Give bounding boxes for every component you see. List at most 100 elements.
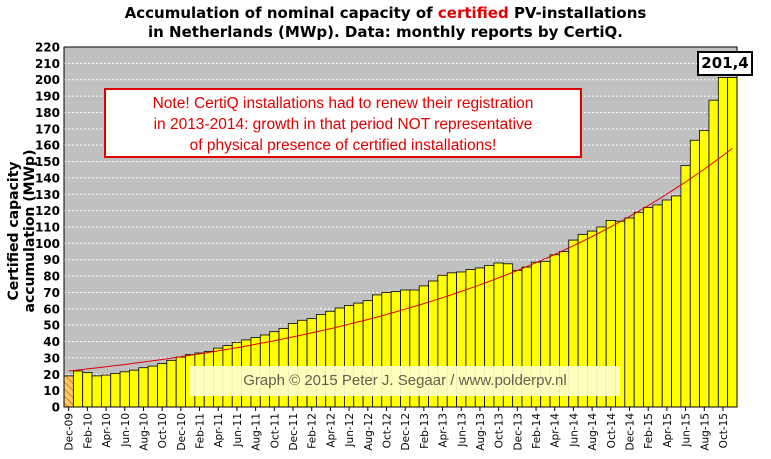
x-tick-label: Dec-13 bbox=[512, 413, 524, 450]
bar-Oct-15 bbox=[717, 77, 729, 408]
x-tick-label: Oct-14 bbox=[606, 413, 618, 449]
x-tick-label: Apr-11 bbox=[213, 413, 225, 448]
x-tick-label: Oct-13 bbox=[494, 413, 506, 448]
x-tick-label: Aug-11 bbox=[251, 413, 263, 451]
bar-May-15 bbox=[671, 195, 682, 408]
x-tick-label: Aug-13 bbox=[475, 413, 487, 451]
x-tick-label: Apr-10 bbox=[101, 413, 113, 448]
x-tick-label: Jun-14 bbox=[568, 413, 580, 448]
y-tick-label: 180 bbox=[35, 106, 60, 120]
y-tick-label: 150 bbox=[35, 155, 60, 169]
bar-Jan-10 bbox=[72, 370, 84, 408]
x-tick-label: Oct-10 bbox=[157, 413, 169, 448]
x-tick-label: Dec-14 bbox=[625, 413, 637, 451]
y-tick-labels: 0 10 20 30 40 50 60 70 80 90 100 110 120 130 140 150 160… bbox=[35, 41, 60, 415]
y-tick-label: 0 bbox=[52, 401, 60, 415]
x-tick-label: Aug-15 bbox=[699, 413, 711, 451]
bar-Nov-15 bbox=[727, 77, 738, 408]
x-tick-label: Apr-15 bbox=[662, 413, 674, 448]
x-tick-label: Jun-15 bbox=[681, 413, 693, 448]
bar-Mar-10 bbox=[91, 375, 102, 408]
note-line-3: of physical presence of certified instal… bbox=[189, 137, 497, 154]
x-tick-label: Aug-10 bbox=[138, 413, 150, 451]
bar-Jun-15 bbox=[680, 165, 691, 408]
bar-Mar-15 bbox=[652, 204, 663, 408]
x-tick-label: Aug-12 bbox=[363, 413, 375, 451]
bar-Dec-14 bbox=[624, 217, 635, 408]
bar-Jul-10 bbox=[129, 369, 140, 408]
y-tick-label: 40 bbox=[43, 335, 60, 349]
x-tick-label: Apr-14 bbox=[550, 413, 562, 448]
bar-Dec-09 bbox=[63, 375, 74, 408]
bar-Jun-10 bbox=[119, 371, 130, 408]
x-tick-label: Dec-09 bbox=[64, 413, 76, 450]
bars bbox=[63, 77, 738, 408]
x-tick-label: Jun-11 bbox=[232, 413, 244, 448]
x-tick-label: Feb-11 bbox=[195, 413, 207, 449]
y-tick-label: 120 bbox=[35, 204, 60, 218]
x-tick-label: Apr-13 bbox=[438, 413, 450, 448]
y-tick-label: 80 bbox=[43, 270, 60, 284]
y-tick-label: 90 bbox=[43, 253, 60, 267]
y-tick-label: 170 bbox=[35, 122, 60, 136]
x-tick-label: Feb-14 bbox=[531, 413, 543, 449]
x-tick-label: Dec-10 bbox=[176, 413, 188, 450]
x-tick-label: Dec-12 bbox=[400, 413, 412, 450]
chart-title: Accumulation of nominal capacity of cert… bbox=[0, 4, 771, 42]
chart-title-line1: Accumulation of nominal capacity of cert… bbox=[0, 4, 771, 23]
bar-Oct-10 bbox=[157, 363, 168, 408]
bar-Apr-15 bbox=[661, 199, 672, 408]
x-tick-label: Oct-15 bbox=[718, 413, 730, 448]
title-text-post: PV-installations bbox=[508, 4, 647, 22]
note-box: Note! CertiQ installations had to renew … bbox=[104, 88, 582, 158]
bar-Nov-10 bbox=[166, 359, 177, 408]
bar-May-10 bbox=[110, 373, 121, 408]
y-tick-label: 100 bbox=[35, 237, 60, 251]
y-tick-label: 200 bbox=[35, 73, 60, 87]
trend-line bbox=[68, 148, 733, 372]
note-line-2: in 2013-2014: growth in that period NOT … bbox=[153, 116, 533, 133]
bar-Sep-15 bbox=[708, 99, 719, 408]
y-tick-label: 20 bbox=[43, 368, 60, 382]
plot-frame bbox=[63, 46, 738, 408]
bar-Feb-15 bbox=[643, 206, 654, 408]
y-tick-label: 140 bbox=[35, 171, 60, 185]
title-text: Accumulation of nominal capacity of bbox=[124, 4, 438, 22]
bar-Aug-10 bbox=[138, 367, 149, 408]
last-value-label: 201,4 bbox=[697, 51, 753, 76]
x-tick-label: Feb-12 bbox=[307, 413, 319, 449]
x-tick-label: Aug-14 bbox=[587, 413, 599, 451]
y-tick-label: 130 bbox=[35, 188, 60, 202]
x-tick-label: Oct-12 bbox=[381, 413, 393, 448]
bar-Dec-10 bbox=[175, 356, 186, 408]
x-tick-labels: Dec-09 Feb-10 Apr-10 Jun-10 Aug-10 Oct-10 Dec-… bbox=[64, 407, 730, 451]
bar-Jan-15 bbox=[633, 211, 644, 408]
y-tick-label: 220 bbox=[35, 41, 60, 55]
x-tick-label: Jun-12 bbox=[344, 413, 356, 448]
y-tick-label: 210 bbox=[35, 57, 60, 71]
x-tick-label: Feb-15 bbox=[643, 413, 655, 449]
title-highlight: certified bbox=[437, 4, 509, 22]
x-tick-label: Feb-10 bbox=[82, 413, 94, 449]
y-tick-label: 10 bbox=[43, 384, 60, 398]
y-tick-label: 190 bbox=[35, 90, 60, 104]
note-line-1: Note! CertiQ installations had to renew … bbox=[152, 95, 534, 112]
bar-Apr-10 bbox=[100, 374, 112, 408]
bar-Feb-10 bbox=[82, 372, 93, 408]
y-tick-label: 160 bbox=[35, 139, 60, 153]
y-tick-label: 30 bbox=[43, 351, 60, 365]
x-tick-label: Dec-11 bbox=[288, 413, 300, 450]
chart-title-line2: in Netherlands (MWp). Data: monthly repo… bbox=[148, 23, 623, 41]
x-tick-label: Feb-13 bbox=[419, 413, 431, 449]
y-tick-label: 60 bbox=[43, 302, 60, 316]
y-tick-label: 50 bbox=[43, 319, 60, 333]
bar-Sep-10 bbox=[147, 365, 158, 408]
bar-Jul-15 bbox=[689, 139, 701, 408]
y-tick-label: 70 bbox=[43, 286, 60, 300]
credit-box: Graph © 2015 Peter J. Segaar / www.polde… bbox=[190, 366, 620, 396]
x-tick-label: Oct-11 bbox=[269, 413, 281, 448]
y-tick-label: 110 bbox=[35, 221, 60, 235]
x-tick-label: Jun-13 bbox=[456, 413, 468, 448]
x-tick-label: Jun-10 bbox=[120, 413, 132, 448]
